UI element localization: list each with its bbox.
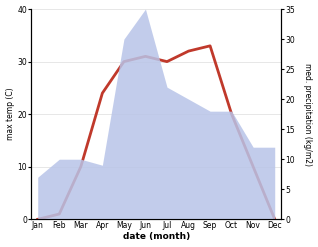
Y-axis label: max temp (C): max temp (C): [5, 88, 15, 141]
X-axis label: date (month): date (month): [123, 232, 190, 242]
Y-axis label: med. precipitation (kg/m2): med. precipitation (kg/m2): [303, 63, 313, 166]
